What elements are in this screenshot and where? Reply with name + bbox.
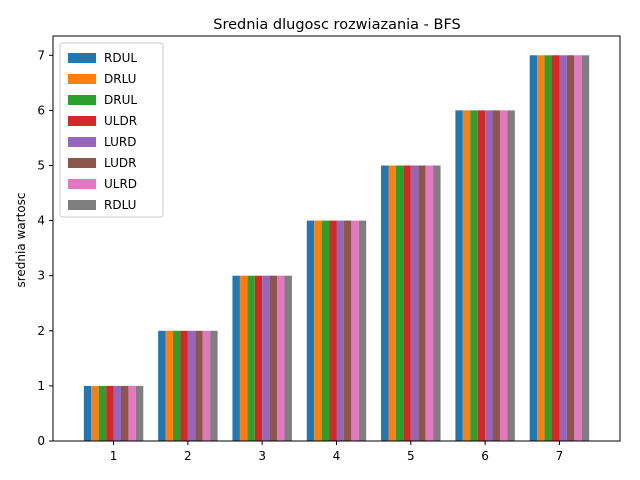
bar-drlu-2 [165, 330, 174, 441]
y-tick-label: 7 [37, 48, 45, 62]
bar-ulrd-6 [499, 110, 508, 441]
legend-box [59, 42, 164, 218]
y-tick-label: 2 [37, 324, 45, 338]
bar-ulrd-5 [425, 165, 434, 441]
bar-ludr-4 [343, 220, 352, 441]
bar-uldr-4 [329, 220, 337, 441]
bar-uldr-2 [180, 330, 188, 441]
y-axis-ticks: 0 1 2 3 4 5 6 7 [37, 48, 53, 448]
bar-drul-2 [173, 330, 181, 441]
bar-rdlu-5 [433, 165, 441, 441]
y-tick-label: 1 [37, 379, 45, 393]
bar-rdlu-2 [210, 330, 218, 441]
legend-label-rdul: RDUL [104, 51, 137, 65]
bar-lurd-5 [410, 165, 419, 441]
bar-rdul-2 [158, 330, 166, 441]
bar-rdul-1 [83, 385, 92, 441]
y-tick-label: 3 [37, 269, 45, 283]
x-tick-label: 4 [333, 449, 341, 463]
bar-drlu-6 [462, 110, 471, 441]
legend-label-uldr: ULDR [104, 114, 137, 128]
bar-rdlu-3 [284, 275, 292, 441]
bar-drlu-7 [537, 55, 545, 442]
bar-rdul-6 [455, 110, 463, 441]
bar-ulrd-4 [351, 220, 359, 441]
x-tick-label: 3 [258, 449, 266, 463]
bar-uldr-7 [552, 55, 560, 442]
y-tick-label: 6 [37, 103, 45, 117]
legend-swatch-rdul [68, 53, 96, 63]
bar-drlu-4 [314, 220, 322, 441]
bar-rdul-3 [232, 275, 240, 441]
bar-uldr-6 [477, 110, 486, 441]
bar-lurd-3 [262, 275, 270, 441]
legend-swatch-ulrd [68, 179, 96, 189]
y-tick-label: 5 [37, 158, 45, 172]
legend-label-lurd: LURD [104, 135, 136, 149]
legend-label-ludr: LUDR [104, 156, 136, 170]
bar-ulrd-2 [202, 330, 211, 441]
bar-drlu-3 [239, 275, 248, 441]
bar-ludr-1 [120, 385, 129, 441]
bar-ulrd-3 [277, 275, 285, 441]
x-tick-label: 2 [184, 449, 192, 463]
legend-label-rdlu: RDLU [104, 198, 136, 212]
y-tick-label: 4 [37, 214, 45, 228]
bar-rdlu-1 [135, 385, 144, 441]
bar-lurd-1 [113, 385, 121, 441]
bar-uldr-3 [254, 275, 263, 441]
legend-swatch-ludr [68, 158, 96, 168]
bar-drul-4 [321, 220, 330, 441]
legend-swatch-drul [68, 95, 96, 105]
bar-ulrd-7 [574, 55, 582, 442]
bar-uldr-1 [106, 385, 114, 441]
legend-label-drlu: DRLU [104, 72, 136, 86]
chart-title: Srednia dlugosc rozwiazania - BFS [213, 17, 461, 33]
bar-drul-3 [247, 275, 255, 441]
bar-uldr-5 [403, 165, 411, 441]
bar-drul-1 [98, 385, 107, 441]
bar-drul-7 [544, 55, 553, 442]
bars-group [83, 55, 590, 442]
bar-rdul-5 [381, 165, 389, 441]
bar-rdlu-6 [507, 110, 515, 441]
x-tick-label: 7 [556, 449, 564, 463]
bar-rdul-7 [529, 55, 538, 442]
x-tick-label: 1 [110, 449, 118, 463]
bar-drlu-1 [91, 385, 99, 441]
bar-lurd-2 [187, 330, 196, 441]
bar-ludr-5 [418, 165, 426, 441]
legend: RDUL DRLU DRUL ULDR LURD LUDR ULRD RDLU [59, 42, 164, 218]
y-axis-label: srednia wartosc [14, 192, 28, 287]
bar-drul-5 [395, 165, 404, 441]
legend-swatch-lurd [68, 137, 96, 147]
legend-swatch-uldr [68, 116, 96, 126]
bar-ludr-2 [195, 330, 203, 441]
legend-swatch-drlu [68, 74, 96, 84]
legend-swatch-rdlu [68, 200, 96, 210]
bar-rdlu-7 [581, 55, 590, 442]
x-tick-label: 6 [481, 449, 489, 463]
bar-ulrd-1 [128, 385, 136, 441]
bar-ludr-6 [492, 110, 500, 441]
bar-ludr-7 [566, 55, 575, 442]
x-axis-ticks: 1 2 3 4 5 6 7 [110, 441, 564, 463]
bar-rdul-4 [306, 220, 315, 441]
plot-frame [52, 35, 621, 442]
y-tick-label: 0 [37, 434, 45, 448]
bar-lurd-4 [336, 220, 344, 441]
legend-label-drul: DRUL [104, 93, 137, 107]
bar-lurd-6 [485, 110, 493, 441]
x-tick-label: 5 [407, 449, 415, 463]
bar-lurd-7 [559, 55, 567, 442]
bar-rdlu-4 [358, 220, 367, 441]
bar-ludr-3 [269, 275, 278, 441]
bar-drul-6 [470, 110, 478, 441]
legend-label-ulrd: ULRD [104, 177, 137, 191]
bar-drlu-5 [388, 165, 396, 441]
